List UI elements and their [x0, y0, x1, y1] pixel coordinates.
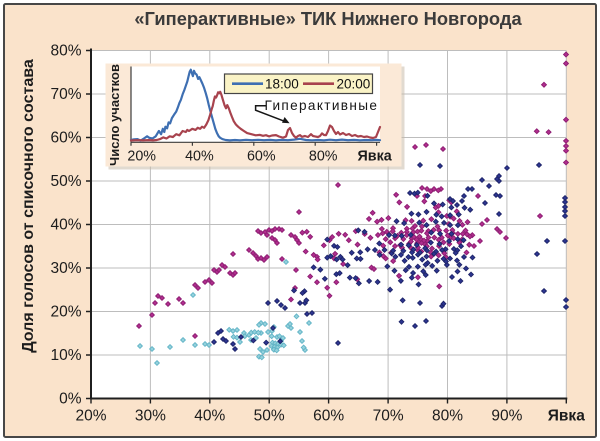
svg-text:60%: 60%: [247, 149, 276, 165]
svg-text:40%: 40%: [194, 408, 225, 425]
svg-text:10%: 10%: [50, 347, 81, 364]
svg-text:50%: 50%: [254, 408, 285, 425]
svg-text:Явка: Явка: [548, 408, 585, 425]
svg-text:70%: 70%: [50, 86, 81, 103]
svg-text:80%: 80%: [432, 408, 463, 425]
svg-text:18:00: 18:00: [265, 76, 299, 91]
svg-text:Число участков: Число участков: [107, 64, 122, 166]
svg-text:20%: 20%: [75, 408, 106, 425]
svg-text:30%: 30%: [135, 408, 166, 425]
svg-text:60%: 60%: [313, 408, 344, 425]
svg-text:Доля голосов от списочного сос: Доля голосов от списочного состава: [20, 59, 37, 353]
svg-text:Явка: Явка: [358, 149, 393, 165]
svg-text:80%: 80%: [309, 149, 338, 165]
svg-text:40%: 40%: [50, 217, 81, 234]
svg-text:70%: 70%: [373, 408, 404, 425]
svg-text:60%: 60%: [50, 130, 81, 147]
svg-text:90%: 90%: [491, 408, 522, 425]
svg-text:0%: 0%: [59, 391, 82, 408]
svg-text:30%: 30%: [50, 260, 81, 277]
svg-text:80%: 80%: [50, 43, 81, 60]
svg-text:20:00: 20:00: [337, 76, 371, 91]
svg-text:20%: 20%: [50, 304, 81, 321]
svg-text:Гиперактивные: Гиперактивные: [265, 98, 379, 113]
svg-text:«Гиперактивные» ТИК Нижнего Но: «Гиперактивные» ТИК Нижнего Новгорода: [134, 8, 522, 29]
svg-text:40%: 40%: [185, 149, 214, 165]
svg-text:20%: 20%: [127, 149, 156, 165]
svg-text:50%: 50%: [50, 173, 81, 190]
